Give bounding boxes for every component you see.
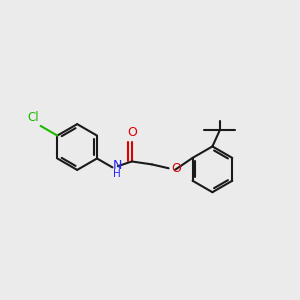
Text: O: O bbox=[171, 162, 181, 176]
Text: H: H bbox=[113, 169, 121, 179]
Text: N: N bbox=[113, 159, 122, 172]
Text: O: O bbox=[127, 126, 137, 139]
Text: Cl: Cl bbox=[27, 111, 39, 124]
